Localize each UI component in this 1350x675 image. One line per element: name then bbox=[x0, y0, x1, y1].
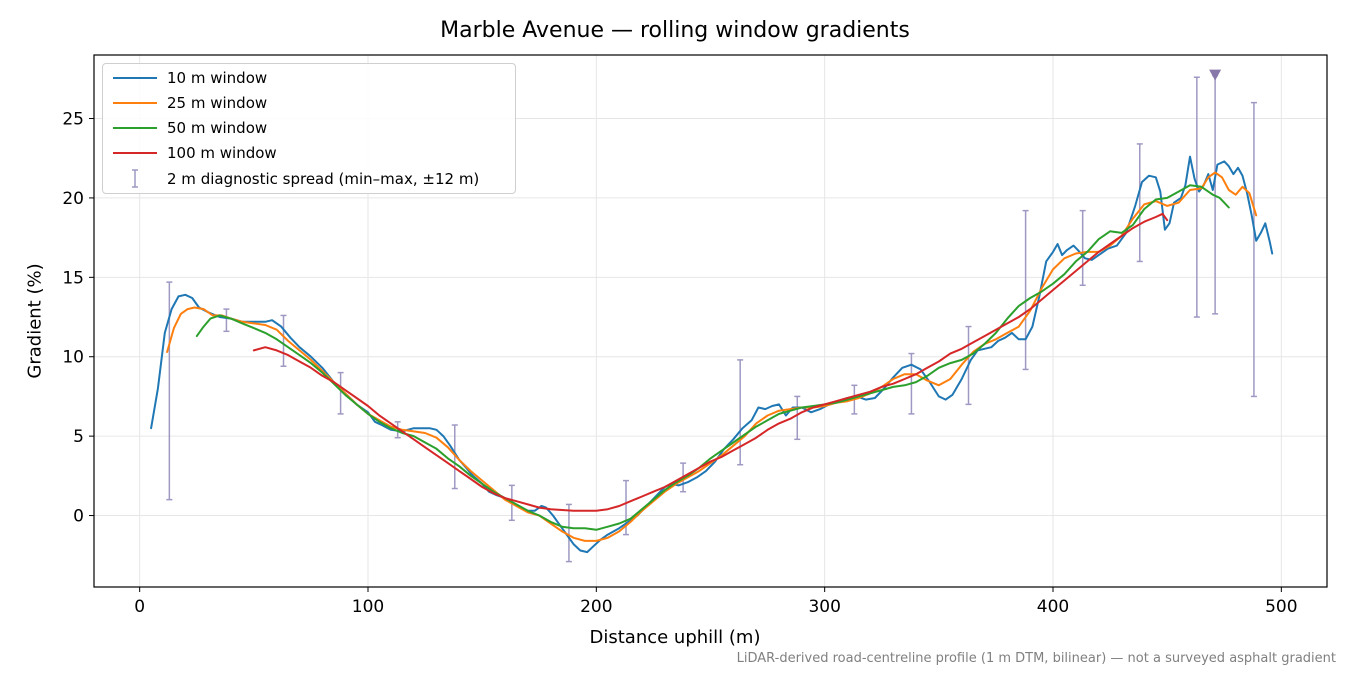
legend-label-10m: 10 m window bbox=[167, 68, 268, 87]
legend-swatch-50m bbox=[113, 115, 157, 140]
error-bar bbox=[337, 371, 344, 415]
legend-swatch-100m bbox=[113, 140, 157, 165]
series-line-2 bbox=[195, 184, 1230, 531]
legend-item-10m: 10 m window bbox=[113, 65, 267, 90]
x-axis-label: Distance uphill (m) bbox=[589, 627, 761, 648]
y-axis-label: Gradient (%) bbox=[24, 263, 46, 379]
footnote: LiDAR-derived road-centreline profile (1… bbox=[736, 651, 1336, 666]
error-bar bbox=[280, 314, 287, 368]
error-bar bbox=[1250, 101, 1257, 398]
series-line-3 bbox=[252, 212, 1169, 512]
error-bar bbox=[223, 308, 230, 333]
errorbar-legend-icon bbox=[132, 169, 138, 188]
legend-label-spread: 2 m diagnostic spread (min–max, ±12 m) bbox=[167, 169, 480, 188]
error-bar bbox=[565, 503, 572, 563]
error-bar bbox=[1022, 209, 1029, 371]
y-tick-label: 20 bbox=[62, 189, 84, 209]
x-tick-label: 0 bbox=[134, 597, 145, 617]
x-tick-label: 500 bbox=[1265, 597, 1297, 617]
legend-swatch-10m bbox=[113, 65, 157, 90]
x-tick-label: 300 bbox=[808, 597, 840, 617]
peak-marker bbox=[1209, 69, 1222, 81]
chart-title: Marble Avenue — rolling window gradients bbox=[440, 18, 910, 43]
series-line-0 bbox=[150, 155, 1274, 554]
x-tick-label: 200 bbox=[580, 597, 612, 617]
error-bar bbox=[451, 424, 458, 490]
axis-ticks: 0 100 200 300 400 500 0 5 10 15 20 25 bbox=[62, 110, 1297, 617]
peak-marker-triangle bbox=[1209, 69, 1222, 81]
y-tick-label: 25 bbox=[62, 110, 84, 130]
x-tick-label: 100 bbox=[352, 597, 384, 617]
legend-item-spread: 2 m diagnostic spread (min–max, ±12 m) bbox=[113, 166, 479, 191]
error-bar bbox=[794, 395, 801, 441]
plot-frame bbox=[93, 54, 1328, 588]
legend-item-50m: 50 m window bbox=[113, 115, 267, 140]
legend: 10 m window 25 m window 50 m window 100 … bbox=[102, 63, 516, 194]
y-tick-label: 15 bbox=[62, 268, 84, 288]
error-bar bbox=[1193, 76, 1200, 318]
error-bar bbox=[1136, 143, 1143, 263]
legend-label-50m: 50 m window bbox=[167, 118, 268, 137]
series-lines bbox=[150, 155, 1274, 554]
legend-label-25m: 25 m window bbox=[167, 93, 268, 112]
y-tick-label: 0 bbox=[73, 507, 84, 527]
error-bar bbox=[1079, 209, 1086, 287]
legend-label-100m: 100 m window bbox=[167, 143, 277, 162]
legend-item-25m: 25 m window bbox=[113, 90, 267, 115]
legend-swatch-spread bbox=[113, 166, 157, 191]
legend-swatch-25m bbox=[113, 90, 157, 115]
y-tick-label: 10 bbox=[62, 348, 84, 368]
error-bar bbox=[737, 359, 744, 466]
legend-item-100m: 100 m window bbox=[113, 140, 277, 165]
x-tick-label: 400 bbox=[1037, 597, 1069, 617]
y-tick-label: 5 bbox=[73, 427, 84, 447]
